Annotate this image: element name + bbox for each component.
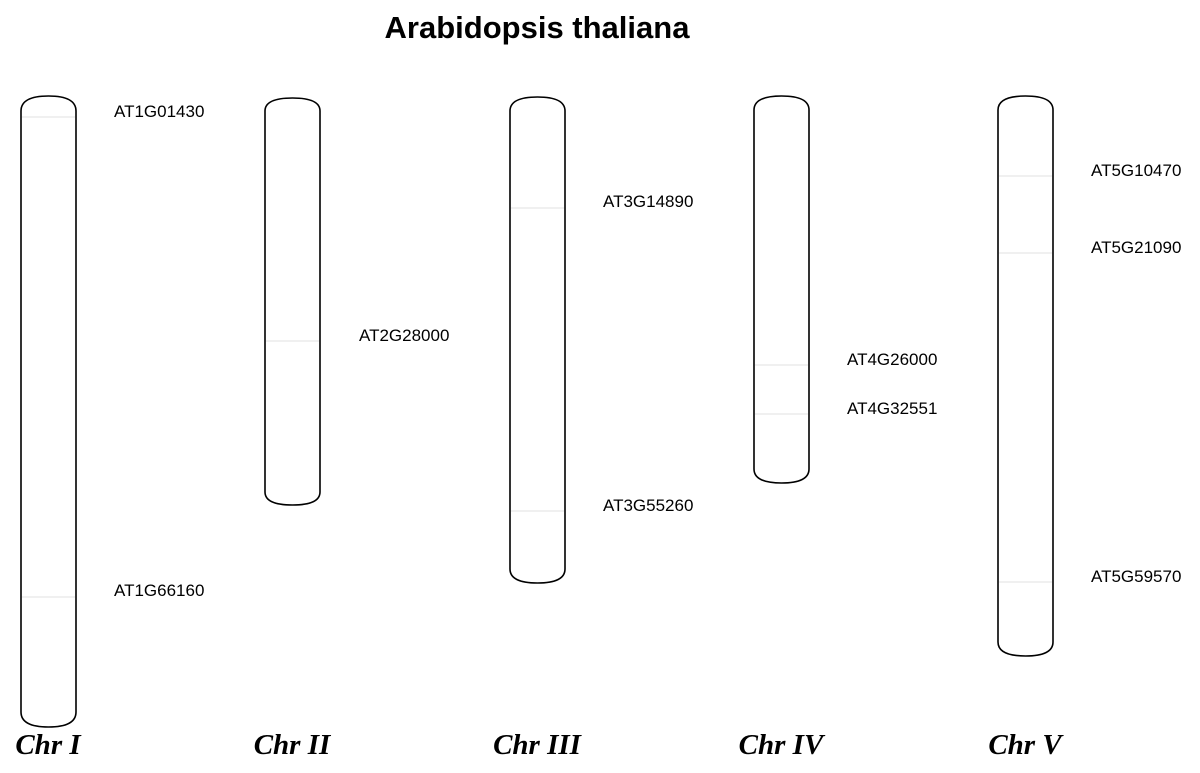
chromosome-1-label: Chr I <box>15 729 82 761</box>
gene-label-AT4G32551: AT4G32551 <box>847 399 937 418</box>
diagram-title: Arabidopsis thaliana <box>385 10 691 45</box>
chromosome-4-body <box>753 95 810 484</box>
chromosome-2-label: Chr II <box>254 729 332 761</box>
chromosome-2-body <box>264 97 321 506</box>
chromosome-1-body <box>20 95 77 728</box>
chromosome-5-body <box>997 95 1054 657</box>
chromosome-4: AT4G26000 AT4G32551 Chr IV <box>739 95 937 761</box>
gene-label-AT5G21090: AT5G21090 <box>1091 238 1181 257</box>
gene-label-AT1G66160: AT1G66160 <box>114 581 204 600</box>
chromosome-1: AT1G01430 AT1G66160 Chr I <box>15 95 204 761</box>
chromosome-5: AT5G10470 AT5G21090 AT5G59570 Chr V <box>988 95 1181 761</box>
chromosome-3-label: Chr III <box>493 729 583 761</box>
chromosome-2: AT2G28000 Chr II <box>254 97 449 761</box>
chromosome-3: AT3G14890 AT3G55260 Chr III <box>493 96 693 761</box>
gene-label-AT3G55260: AT3G55260 <box>603 496 693 515</box>
gene-label-AT1G01430: AT1G01430 <box>114 102 204 121</box>
gene-label-AT3G14890: AT3G14890 <box>603 192 693 211</box>
chromosome-3-body <box>509 96 566 584</box>
chromosome-4-label: Chr IV <box>739 729 826 761</box>
chromosome-5-label: Chr V <box>988 729 1064 761</box>
gene-label-AT5G10470: AT5G10470 <box>1091 161 1181 180</box>
gene-label-AT4G26000: AT4G26000 <box>847 350 937 369</box>
gene-label-AT2G28000: AT2G28000 <box>359 326 449 345</box>
gene-label-AT5G59570: AT5G59570 <box>1091 567 1181 586</box>
